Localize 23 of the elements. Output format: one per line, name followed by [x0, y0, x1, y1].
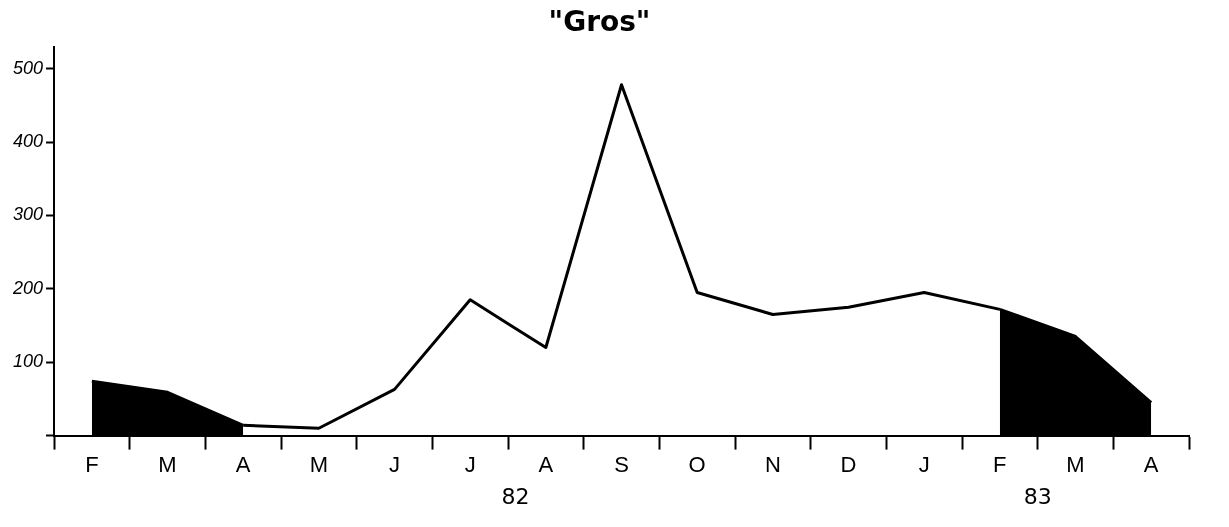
y-tick-label: 400: [12, 131, 44, 152]
x-tick-label: D: [840, 451, 857, 477]
text: 82: [501, 484, 530, 509]
x-tick-label: F: [85, 451, 99, 477]
y-tick-label: 100: [12, 351, 44, 372]
x-tick-label: J: [918, 451, 930, 477]
x-tick-label: A: [235, 451, 251, 477]
x-tick-label: A: [538, 451, 554, 477]
y-tick-label: 200: [11, 277, 44, 298]
x-tick-label: M: [309, 451, 329, 477]
y-tick-label: 500: [12, 57, 44, 78]
x-tick-label: F: [993, 451, 1007, 477]
x-tick-label: O: [688, 451, 706, 477]
x-tick-label: A: [1143, 451, 1159, 477]
x-tick-label: J: [389, 451, 401, 477]
y-tick-label: 300: [12, 204, 44, 225]
x-tick-label: N: [764, 451, 781, 477]
x-tick-label: M: [158, 451, 177, 477]
chart-title: "Gros": [548, 5, 651, 39]
text: 83: [1023, 484, 1052, 509]
x-tick-label: J: [464, 451, 476, 477]
x-tick-label: S: [614, 451, 629, 477]
x-tick-label: M: [1066, 451, 1085, 477]
